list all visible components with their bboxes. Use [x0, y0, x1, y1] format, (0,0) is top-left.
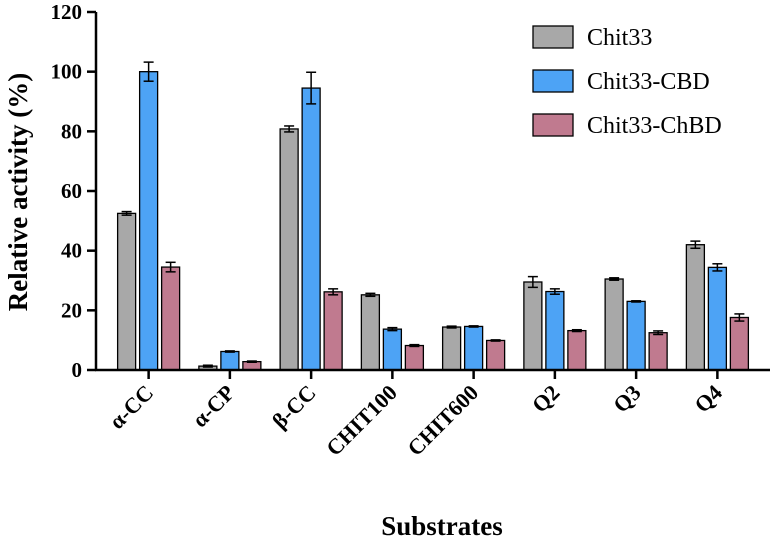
bar	[685, 244, 706, 371]
bar	[545, 290, 565, 371]
bar	[523, 281, 543, 371]
x-tick-label: Q2	[527, 380, 565, 418]
y-tick-label: 120	[51, 0, 83, 24]
legend-label: Chit33	[587, 25, 652, 51]
bar	[220, 350, 240, 371]
bar	[404, 344, 425, 371]
bar	[604, 278, 624, 371]
y-tick-label: 40	[61, 239, 82, 263]
bar	[301, 87, 321, 371]
bar	[729, 316, 750, 371]
legend-swatch	[532, 69, 574, 93]
bar	[116, 212, 137, 371]
y-tick-label: 20	[61, 298, 82, 322]
bar	[626, 300, 646, 371]
bar	[323, 291, 343, 371]
bar	[160, 266, 181, 371]
y-tick-label: 0	[72, 358, 83, 382]
x-tick-label: α-CC	[104, 380, 158, 434]
bar	[138, 71, 159, 371]
legend-swatch	[532, 113, 574, 137]
y-tick-label: 80	[61, 119, 82, 143]
x-tick-label: CHIT100	[321, 380, 402, 461]
bar	[360, 294, 381, 371]
x-axis: α-CC α-CP β-CC CHIT100 CHIT600 Q2 Q3 Q4	[95, 368, 770, 461]
bars-layer	[116, 61, 750, 371]
bar	[648, 332, 668, 371]
legend: Chit33 Chit33-CBD Chit33-ChBD	[532, 25, 722, 139]
bar	[567, 329, 587, 371]
bar	[707, 266, 728, 371]
y-tick-label: 100	[51, 60, 83, 84]
y-axis: 0 20 40 60 80 100 120	[51, 0, 98, 382]
bar	[463, 325, 484, 371]
y-axis-title: Relative activity (%)	[3, 73, 33, 311]
x-axis-title: Substrates	[381, 511, 503, 541]
legend-swatch	[532, 25, 574, 49]
x-tick-label: α-CP	[187, 380, 239, 432]
x-tick-label: Q3	[608, 380, 646, 418]
y-tick-label: 60	[61, 179, 82, 203]
legend-label: Chit33-CBD	[587, 69, 710, 95]
bar	[382, 328, 403, 371]
x-tick-label: β-CC	[267, 380, 321, 434]
x-tick-label: CHIT600	[402, 380, 483, 461]
bar	[485, 339, 506, 371]
legend-label: Chit33-ChBD	[587, 113, 722, 139]
bar	[279, 128, 299, 371]
bar	[441, 326, 462, 371]
x-tick-label: Q4	[689, 380, 727, 418]
